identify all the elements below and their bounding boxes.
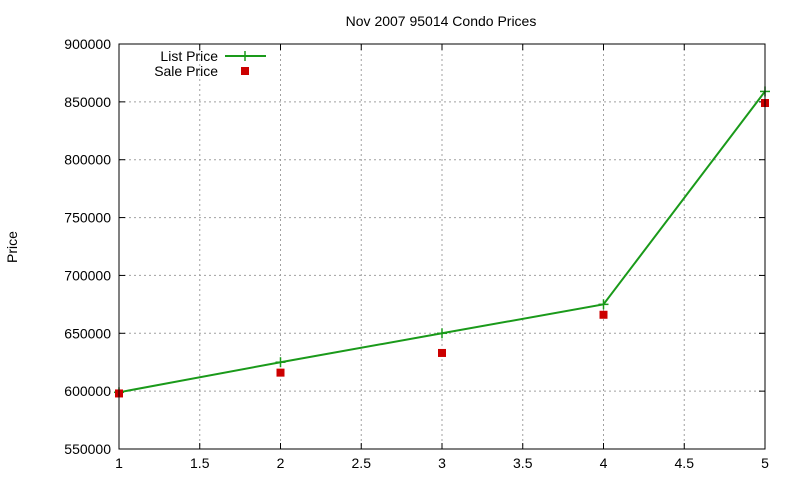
legend-marker-swatch [240, 51, 250, 61]
legend-entry: List Price [160, 48, 266, 64]
x-tick-label: 3.5 [513, 455, 533, 471]
y-tick-label: 700000 [64, 267, 111, 283]
x-tick-label: 4 [600, 455, 608, 471]
x-tick-label: 3 [438, 455, 446, 471]
y-tick-label: 650000 [64, 325, 111, 341]
series-sale-price [115, 99, 769, 398]
series [114, 86, 770, 398]
legend-label: Sale Price [154, 63, 218, 79]
sale-price-point [599, 310, 608, 319]
x-tick-label: 5 [761, 455, 769, 471]
x-tick-label: 4.5 [675, 455, 695, 471]
y-tick-label: 750000 [64, 210, 111, 226]
plot-frame [118, 43, 766, 450]
sale-price-point [438, 348, 446, 357]
list-price-point [437, 328, 447, 339]
list-price-line [118, 90, 766, 394]
x-tick-label: 1 [115, 455, 123, 471]
sale-price-point [276, 368, 285, 377]
x-tick-label: 2 [277, 455, 285, 471]
chart-title: Nov 2007 95014 Condo Prices [346, 13, 537, 29]
y-tick-label: 550000 [64, 441, 111, 457]
x-tick-label: 2.5 [352, 455, 372, 471]
axis-ticks: 1 1.5 2 2.5 3 3.5 4 4.5 5 550000 600000 650000 70000… [64, 36, 769, 471]
x-tick-label: 1.5 [190, 455, 210, 471]
list-price-point [598, 299, 609, 310]
legend-label: List Price [160, 48, 218, 64]
y-axis-label: Price [4, 231, 20, 263]
y-tick-label: 800000 [64, 152, 111, 168]
y-tick-label: 600000 [64, 383, 111, 399]
legend-marker-swatch [241, 67, 249, 75]
y-tick-label: 900000 [64, 36, 111, 52]
y-tick-label: 850000 [64, 94, 111, 110]
grid [119, 44, 765, 449]
legend-entry: Sale Price [154, 63, 249, 79]
list-price-point [275, 357, 286, 368]
